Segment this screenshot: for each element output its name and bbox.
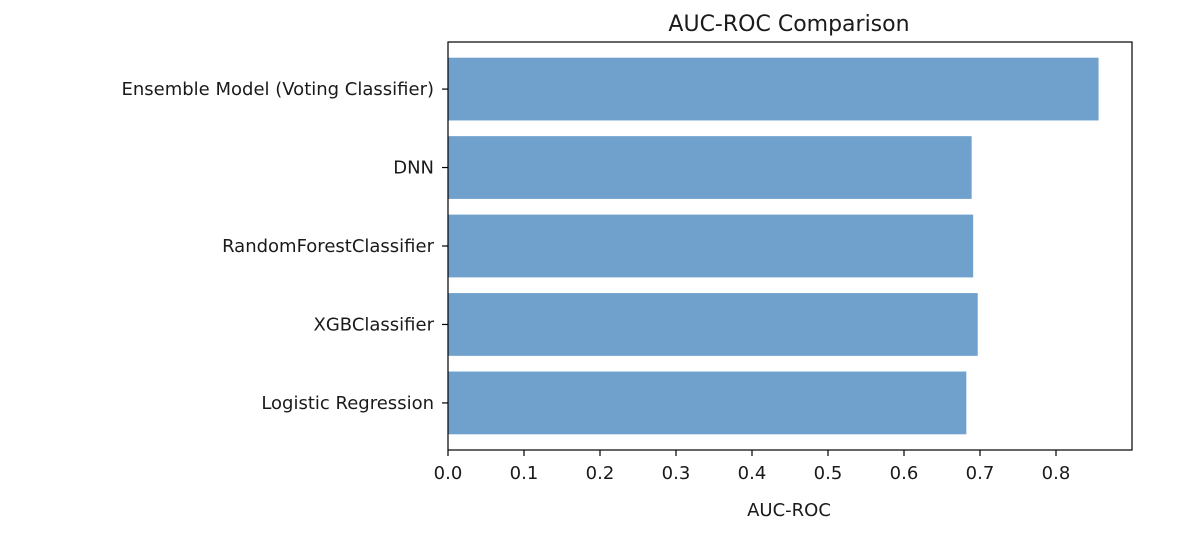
x-tick-label: 0.8 — [1042, 463, 1071, 484]
x-ticks-layer: 0.0 0.1 0.2 0.3 0.4 0.5 0.6 0.7 0.8 — [434, 450, 1071, 484]
x-axis-label: AUC-ROC — [747, 500, 831, 521]
x-tick-label: 0.1 — [510, 463, 539, 484]
x-tick-label: 0.6 — [890, 463, 919, 484]
x-tick-label: 0.7 — [966, 463, 995, 484]
x-tick-label: 0.4 — [738, 463, 767, 484]
x-tick-label: 0.3 — [662, 463, 691, 484]
bars-layer — [448, 57, 1099, 435]
y-ticks-layer: Logistic Regression XGBClassifier RandomFo… — [121, 79, 448, 414]
bar-1 — [448, 293, 978, 356]
chart-title: AUC-ROC Comparison — [668, 12, 909, 37]
bar-4 — [448, 57, 1099, 121]
y-tick-label: Ensemble Model (Voting Classifier) — [121, 79, 434, 100]
x-tick-label: 0.2 — [586, 463, 615, 484]
x-tick-label: 0.5 — [814, 463, 843, 484]
y-tick-label: DNN — [393, 158, 434, 179]
bar-3 — [448, 136, 972, 199]
x-tick-label: 0.0 — [434, 463, 463, 484]
bar-2 — [448, 214, 974, 278]
y-tick-label: XGBClassifier — [314, 314, 435, 335]
bar-0 — [448, 371, 967, 435]
y-tick-label: Logistic Regression — [261, 393, 434, 414]
y-tick-label: RandomForestClassifier — [222, 236, 435, 257]
